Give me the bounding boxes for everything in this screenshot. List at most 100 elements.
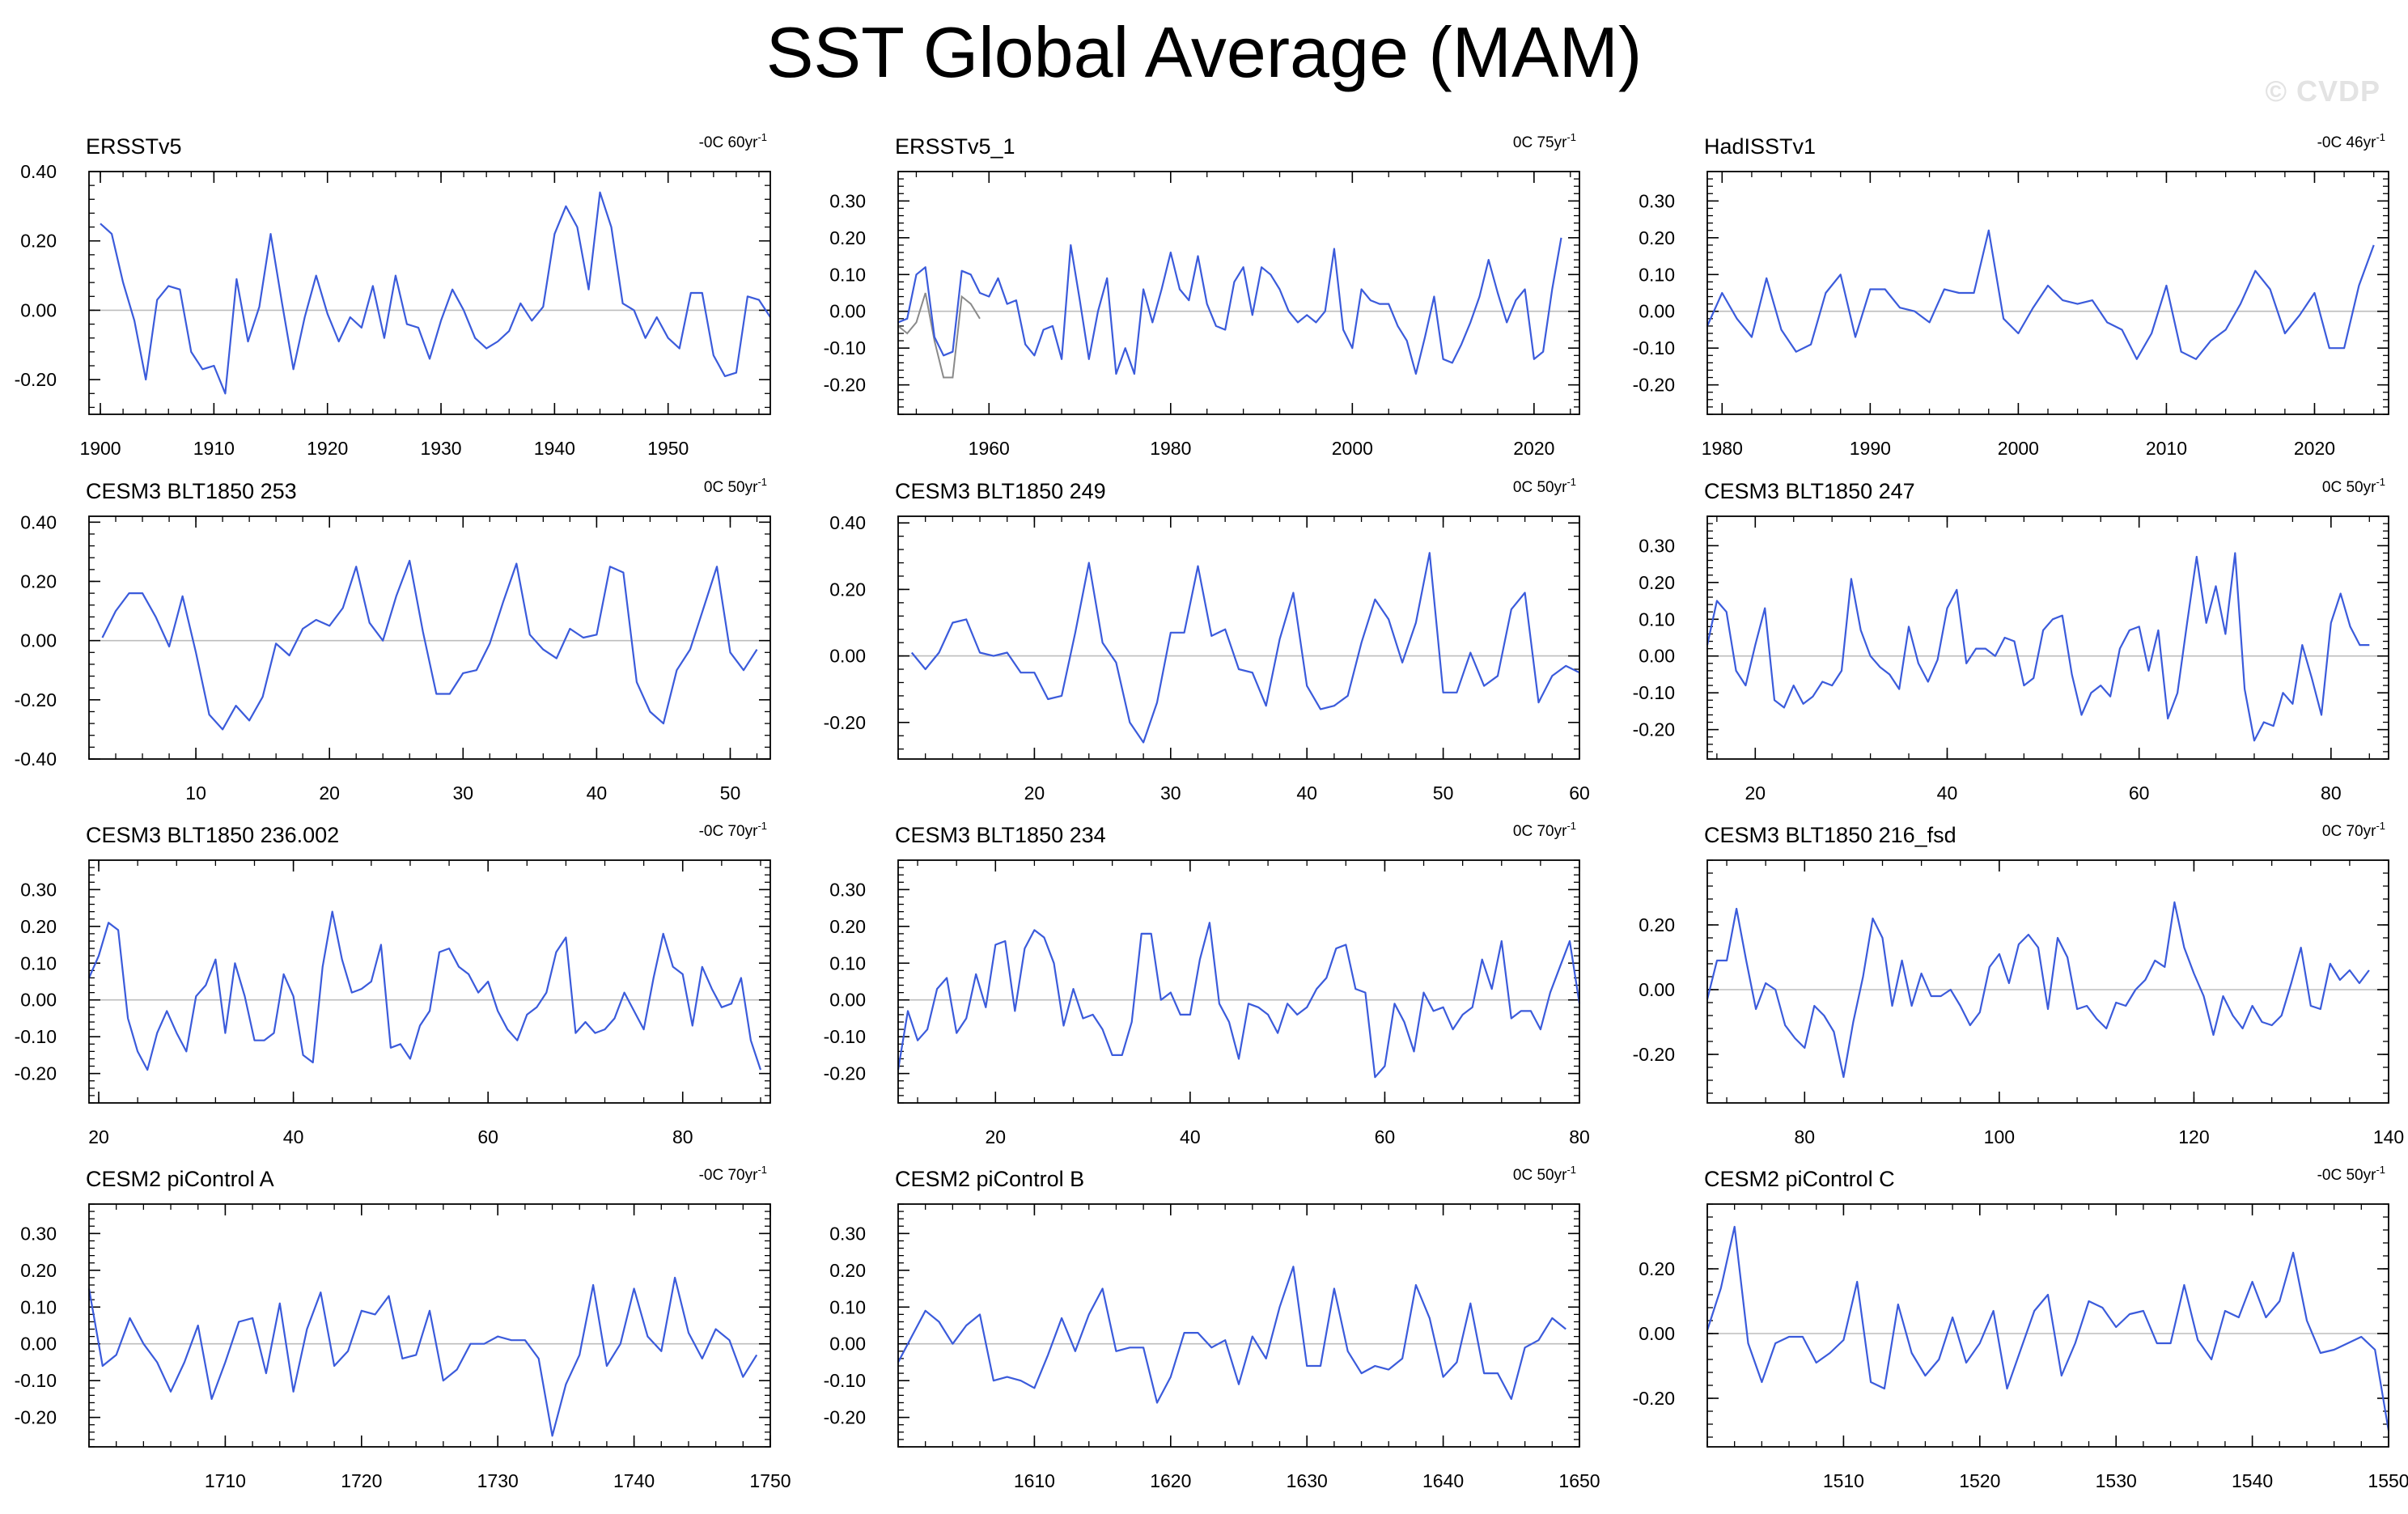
panel-4: CESM3 BLT1850 253 0C 50yr-1 10 20 30 40 50 0.40… [15,476,771,804]
y-tick-label: 0.40 [829,512,866,533]
figure-title: SST Global Average (MAM) [765,12,1643,92]
trend-label: 0C 50yr-1 [1513,476,1576,496]
x-tick-label: 1640 [1422,1470,1464,1491]
y-tick-label: 0.30 [829,879,866,900]
panel-5: CESM3 BLT1850 249 0C 50yr-1 20 30 40 50 60 0.40… [824,476,1590,804]
trend-label: 0C 70yr-1 [1513,820,1576,840]
y-tick-label: 0.00 [1639,979,1675,1000]
x-tick-label: 1510 [1823,1470,1864,1491]
x-tick-label: 120 [2178,1126,2209,1147]
panel-title: CESM3 BLT1850 236.002 [86,823,339,847]
x-tick-label: 1730 [477,1470,519,1491]
x-tick-label: 60 [2129,782,2150,804]
plot-frame [1706,1203,2389,1448]
trend-label: -0C 50yr-1 [2317,1164,2385,1184]
panel-1: ERSSTv5 -0C 60yr-1 1900 1910 1920 1930 1940 195… [15,131,771,459]
y-tick-label: 0.00 [1639,1323,1675,1344]
x-tick-label: 30 [452,782,473,804]
plot-frame [88,859,771,1104]
x-tick-label: 20 [1745,782,1766,804]
x-tick-label: 1610 [1014,1470,1055,1491]
y-tick-label: 0.10 [829,952,866,973]
x-tick-label: 1980 [1702,438,1743,459]
y-tick-label: 0.10 [829,264,866,285]
x-tick-label: 1550 [2368,1470,2408,1491]
plot-frame [88,1203,771,1448]
panel-3: HadISSTv1 -0C 46yr-1 1980 1990 2000 2010 2020 0… [1633,131,2389,459]
y-tick-label: -0.20 [1633,1388,1675,1409]
x-tick-label: 60 [1375,1126,1396,1147]
x-tick-label: 1720 [341,1470,382,1491]
y-tick-label: -0.20 [15,369,57,390]
series-line [1706,901,2370,1079]
x-tick-label: 100 [1984,1126,2015,1147]
y-tick-label: 0.00 [1639,301,1675,322]
x-tick-label: 2000 [1998,438,2039,459]
series-line [897,1266,1566,1404]
x-tick-label: 1900 [79,438,121,459]
series-line [897,922,1581,1079]
x-tick-label: 20 [1024,782,1045,804]
y-tick-label: 0.20 [1639,227,1675,248]
panel-title: CESM2 piControl C [1704,1167,1895,1191]
x-tick-label: 1930 [420,438,461,459]
y-tick-label: 0.00 [20,299,57,320]
y-tick-label: 0.00 [829,301,866,322]
y-tick-label: 0.30 [20,879,57,900]
y-tick-label: 0.00 [20,1334,57,1355]
trend-label: -0C 70yr-1 [699,1164,767,1184]
y-tick-label: 0.00 [20,990,57,1011]
panel-title: CESM3 BLT1850 216_fsd [1704,823,1956,847]
panel-title: CESM2 piControl B [895,1167,1084,1191]
plot-frame [1706,859,2389,1104]
series-line [100,191,771,395]
series-line [87,1276,758,1437]
trend-label: -0C 70yr-1 [699,820,767,840]
series-line [1706,229,2375,360]
x-tick-label: 1710 [205,1470,246,1491]
x-tick-label: 40 [1180,1126,1201,1147]
x-tick-label: 80 [672,1126,693,1147]
y-tick-label: 0.10 [1639,609,1675,630]
x-tick-label: 1960 [969,438,1010,459]
y-tick-label: 0.30 [829,1223,866,1244]
panel-title: ERSSTv5_1 [895,134,1015,159]
series-line [1706,1225,2390,1431]
y-tick-label: 0.00 [829,990,866,1011]
y-tick-label: 0.20 [20,570,57,592]
x-tick-label: 30 [1160,782,1181,804]
y-tick-label: -0.20 [1633,375,1675,396]
y-tick-label: 0.40 [20,511,57,532]
plot-frame [897,859,1580,1104]
y-tick-label: -0.10 [824,1026,866,1047]
y-tick-label: -0.20 [15,689,57,710]
trend-label: 0C 75yr-1 [1513,131,1576,151]
x-tick-label: 1740 [613,1470,655,1491]
x-tick-label: 40 [1937,782,1958,804]
y-tick-label: -0.20 [824,1063,866,1084]
x-tick-label: 1620 [1150,1470,1191,1491]
x-tick-label: 2000 [1332,438,1373,459]
x-tick-label: 2020 [1513,438,1554,459]
trend-label: -0C 46yr-1 [2317,131,2385,151]
trend-label: -0C 60yr-1 [699,131,767,151]
y-tick-label: -0.40 [15,749,57,770]
plot-frame [897,1203,1580,1448]
panel-title: CESM3 BLT1850 234 [895,823,1106,847]
x-tick-label: 2020 [2294,438,2335,459]
x-tick-label: 20 [319,782,340,804]
plot-frame [1706,171,2389,415]
y-tick-label: 0.30 [829,190,866,211]
series-line [910,552,1580,744]
x-tick-label: 10 [185,782,206,804]
plot-frame [88,171,771,415]
plot-frame [897,515,1580,760]
x-tick-label: 1520 [1959,1470,2000,1491]
y-tick-label: 0.00 [1639,646,1675,667]
y-tick-label: -0.20 [1633,719,1675,740]
panel-title: CESM3 BLT1850 253 [86,479,297,503]
x-tick-label: 40 [283,1126,304,1147]
series-line [1706,552,2370,742]
